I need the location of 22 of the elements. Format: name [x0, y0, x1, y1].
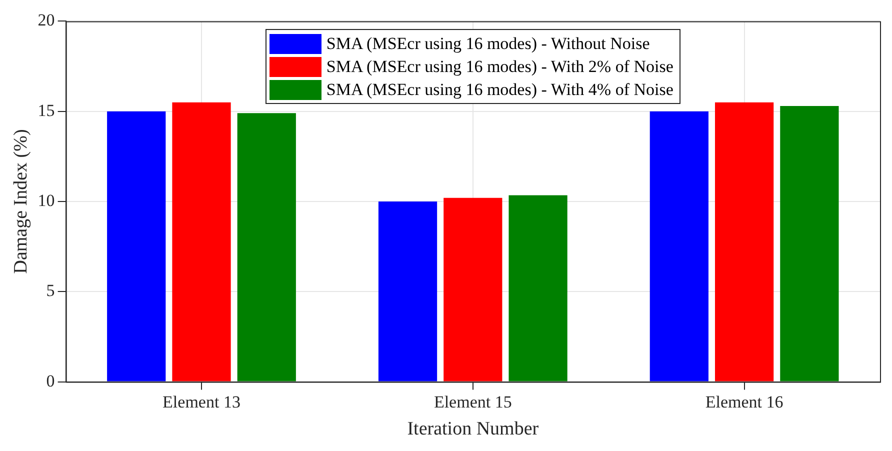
legend-label: SMA (MSEcr using 16 modes) - With 4% of Noise [326, 80, 674, 100]
y-axis-title: Damage Index (%) [10, 129, 32, 274]
bar [172, 102, 231, 382]
bar [650, 111, 708, 382]
bar [714, 102, 774, 382]
legend-label: SMA (MSEcr using 16 modes) - With 2% of Noise [326, 56, 674, 77]
bar [444, 198, 502, 382]
y-tick-label: 15 [38, 100, 55, 120]
bar [780, 106, 839, 382]
y-tick-label: 20 [38, 10, 55, 30]
x-tick-label: Element 13 [162, 392, 240, 412]
y-tick-label: 0 [46, 371, 55, 390]
legend-label: SMA (MSEcr using 16 modes) - Without Noise [326, 34, 650, 54]
x-tick-label: Element 16 [705, 392, 784, 412]
bar [107, 111, 166, 382]
x-axis-title: Iteration Number [407, 418, 540, 440]
bar [237, 113, 296, 382]
bar [378, 202, 438, 382]
y-tick-label: 5 [46, 281, 55, 300]
bar [508, 195, 568, 382]
y-tick-label: 10 [38, 190, 55, 210]
x-tick-label: Element 15 [434, 392, 512, 412]
